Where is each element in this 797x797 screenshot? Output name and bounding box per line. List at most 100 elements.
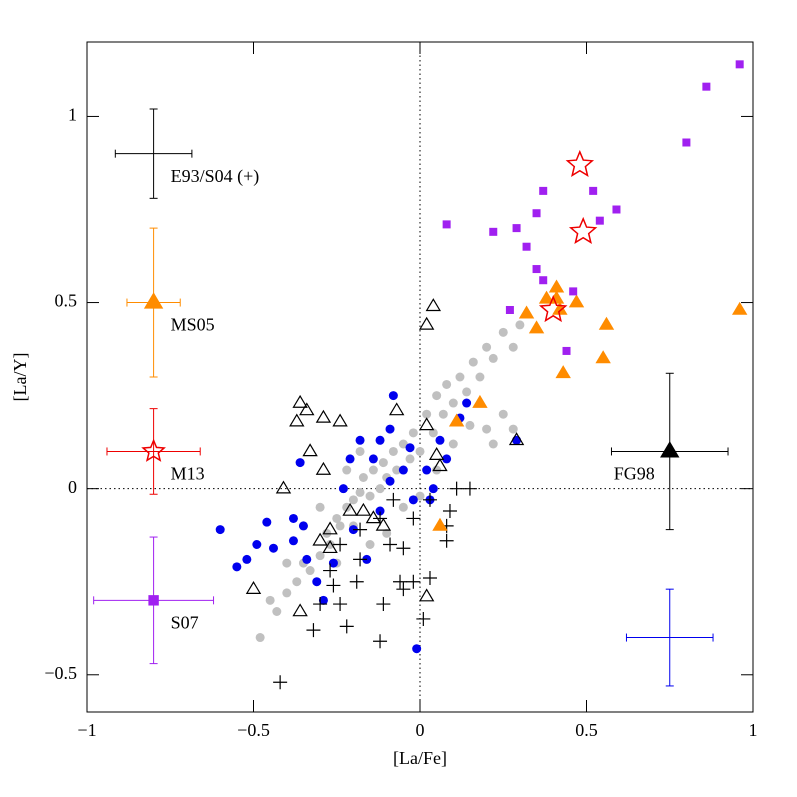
point bbox=[448, 413, 465, 427]
point bbox=[355, 446, 365, 456]
point bbox=[512, 435, 522, 445]
point bbox=[438, 409, 448, 419]
point bbox=[398, 465, 408, 475]
point bbox=[405, 454, 415, 464]
point bbox=[353, 522, 368, 537]
point bbox=[505, 306, 514, 314]
point bbox=[342, 502, 358, 516]
point bbox=[268, 543, 278, 553]
point bbox=[522, 242, 531, 251]
point bbox=[528, 320, 545, 334]
point bbox=[275, 480, 292, 494]
point bbox=[388, 391, 398, 401]
point bbox=[396, 582, 411, 597]
point bbox=[326, 578, 341, 593]
point bbox=[322, 540, 338, 554]
point bbox=[455, 372, 465, 382]
point bbox=[428, 428, 438, 438]
point bbox=[328, 558, 338, 568]
point bbox=[462, 398, 472, 408]
point bbox=[702, 82, 711, 91]
reference-label: S07 bbox=[171, 612, 199, 632]
point bbox=[345, 454, 355, 464]
point bbox=[385, 476, 395, 486]
point bbox=[355, 435, 365, 445]
y-tick-label: −0.5 bbox=[44, 663, 77, 683]
point bbox=[398, 502, 408, 512]
point bbox=[468, 357, 478, 367]
point bbox=[375, 484, 385, 494]
point bbox=[595, 350, 611, 364]
point bbox=[388, 446, 398, 456]
point bbox=[323, 563, 338, 578]
point bbox=[432, 517, 448, 531]
point bbox=[349, 574, 364, 589]
point bbox=[376, 597, 391, 612]
point bbox=[339, 619, 354, 634]
point bbox=[552, 301, 568, 315]
point bbox=[355, 487, 365, 497]
point bbox=[262, 517, 272, 527]
point bbox=[462, 387, 472, 397]
point bbox=[305, 566, 315, 576]
point bbox=[282, 588, 292, 598]
reference-label: M13 bbox=[171, 464, 205, 484]
point bbox=[415, 446, 425, 456]
point bbox=[515, 320, 525, 330]
point bbox=[148, 595, 159, 606]
point bbox=[432, 458, 448, 472]
point bbox=[315, 502, 325, 512]
point bbox=[292, 603, 308, 617]
point bbox=[731, 301, 748, 315]
point bbox=[392, 465, 402, 475]
point bbox=[449, 481, 464, 496]
point bbox=[375, 435, 385, 445]
point bbox=[498, 409, 508, 419]
point bbox=[342, 465, 352, 475]
point bbox=[365, 510, 382, 524]
point bbox=[569, 287, 578, 296]
point bbox=[322, 521, 338, 535]
point bbox=[428, 484, 438, 494]
point bbox=[538, 290, 555, 304]
point bbox=[295, 458, 305, 468]
point bbox=[472, 394, 488, 408]
point bbox=[539, 276, 548, 285]
point bbox=[315, 461, 332, 475]
point bbox=[598, 316, 615, 330]
point bbox=[373, 511, 388, 526]
point bbox=[568, 294, 585, 308]
point bbox=[418, 417, 435, 431]
point bbox=[365, 491, 375, 501]
point bbox=[288, 536, 298, 546]
point bbox=[385, 424, 395, 434]
point bbox=[448, 398, 458, 408]
point bbox=[432, 391, 442, 401]
y-tick-label: 0 bbox=[68, 477, 77, 497]
point bbox=[282, 558, 292, 568]
point bbox=[365, 540, 375, 549]
point bbox=[348, 495, 358, 505]
point bbox=[355, 502, 372, 516]
point bbox=[418, 316, 435, 330]
point bbox=[568, 216, 598, 244]
point bbox=[442, 220, 451, 229]
point bbox=[442, 454, 452, 464]
point bbox=[332, 413, 348, 427]
point bbox=[265, 595, 275, 605]
point bbox=[488, 439, 498, 449]
point bbox=[408, 428, 418, 438]
point bbox=[373, 634, 388, 649]
point bbox=[488, 353, 498, 363]
x-tick-label: −1 bbox=[77, 720, 96, 740]
point bbox=[589, 186, 598, 195]
point bbox=[408, 495, 418, 505]
point bbox=[539, 186, 548, 195]
point bbox=[338, 484, 348, 494]
point bbox=[548, 279, 565, 293]
point bbox=[422, 571, 437, 585]
y-axis-label: [La/Y] bbox=[10, 353, 30, 402]
point bbox=[325, 540, 335, 549]
point bbox=[595, 216, 604, 225]
